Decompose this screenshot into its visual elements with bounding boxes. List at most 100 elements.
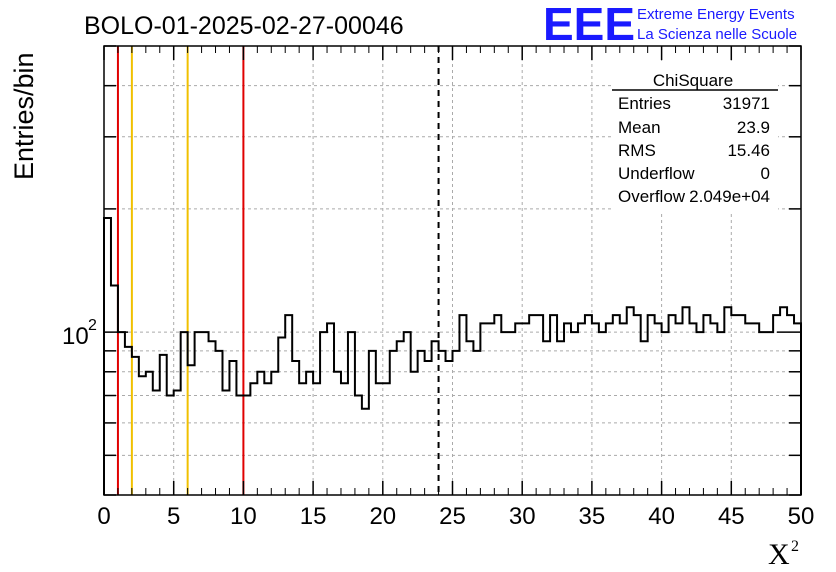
histogram-bin [411, 372, 418, 495]
x-tick-label: 35 [579, 503, 606, 530]
histogram-bin [557, 341, 564, 495]
histogram-bin [745, 323, 752, 495]
histogram-bin [167, 396, 174, 495]
histogram-bin [669, 315, 676, 495]
chart-title: BOLO-01-2025-02-27-00046 [84, 12, 404, 40]
histogram-bin [118, 332, 125, 495]
histogram-bin [446, 361, 453, 495]
stats-box: ChiSquare Entries 31971 Mean 23.9 RMS 15… [612, 64, 778, 214]
histogram-bin [662, 332, 669, 495]
histogram-bin [703, 315, 710, 495]
histogram-bin [759, 332, 766, 495]
histogram-bin [222, 391, 229, 495]
x-tick-label: 5 [167, 503, 180, 530]
histogram-bin [285, 315, 292, 495]
y-tick-base: 10 [62, 323, 89, 350]
logo-text: EEE [543, 0, 635, 50]
histogram-bin [174, 391, 181, 495]
histogram-bin [432, 341, 439, 495]
histogram-bin [480, 323, 487, 495]
histogram-bin [355, 396, 362, 495]
histogram-bin [752, 323, 759, 495]
histogram-bin [620, 323, 627, 495]
histogram-bin [139, 376, 146, 495]
histogram-bin [181, 332, 188, 495]
histogram-bin [780, 307, 787, 495]
stats-value-overflow: 2.049e+04 [689, 187, 770, 206]
histogram-bin [209, 341, 216, 495]
x-tick-label: 15 [300, 503, 327, 530]
stats-label-overflow: Overflow [618, 187, 686, 206]
histogram-bin [153, 391, 160, 495]
histogram-bin [627, 307, 634, 495]
histogram-bin [132, 357, 139, 495]
histogram-bin [271, 372, 278, 495]
x-tick-label: 30 [509, 503, 536, 530]
histogram-bin [585, 315, 592, 495]
histogram-bin [320, 332, 327, 495]
histogram-outline [103, 217, 802, 495]
histogram-bin [522, 323, 529, 495]
histogram-bin [766, 332, 773, 495]
histogram-bin [543, 341, 550, 495]
histogram-bin [250, 383, 257, 495]
x-tick-labels: 0 5 10 15 20 25 30 35 40 45 50 [97, 503, 814, 530]
x-axis-label: X 2 [768, 538, 799, 571]
stats-label-underflow: Underflow [618, 164, 695, 183]
histogram-bin [787, 315, 794, 495]
eee-logo: EEE Extreme Energy Events La Scienza nel… [543, 0, 797, 50]
histogram-bin [146, 372, 153, 495]
histogram-bin [501, 332, 508, 495]
x-tick-label: 10 [230, 503, 257, 530]
histogram-bin [229, 361, 236, 495]
y-tick-exp: 2 [88, 317, 97, 334]
histogram-bin [529, 315, 536, 495]
x-tick-label: 45 [718, 503, 745, 530]
histogram-bin [292, 361, 299, 495]
histogram-bin [592, 323, 599, 495]
histogram-bin [160, 355, 167, 495]
histogram-bin [236, 396, 243, 495]
histogram-bin [634, 315, 641, 495]
x-tick-label: 20 [369, 503, 396, 530]
histogram-bin [696, 332, 703, 495]
x-axis-label-base: X [768, 538, 790, 571]
histogram-bin [306, 372, 313, 495]
histogram-bin [536, 315, 543, 495]
histogram-bin [613, 315, 620, 495]
histogram-bin [362, 409, 369, 495]
histogram-bin [571, 332, 578, 495]
histogram-bin [264, 383, 271, 495]
histogram-bin [676, 323, 683, 495]
stats-value-entries: 31971 [723, 94, 770, 113]
histogram-bin [578, 323, 585, 495]
histogram-bin [794, 323, 801, 495]
stats-value-underflow: 0 [761, 164, 770, 183]
stats-label-entries: Entries [618, 94, 671, 113]
histogram-bin [508, 332, 515, 495]
histogram-bin [515, 323, 522, 495]
logo-line1: Extreme Energy Events [637, 6, 795, 23]
threshold-lines [116, 46, 440, 495]
stats-value-rms: 15.46 [727, 141, 770, 160]
histogram-bin [710, 323, 717, 495]
histogram-bin [257, 372, 264, 495]
x-axis-label-exp: 2 [791, 538, 799, 555]
histogram-bin [738, 315, 745, 495]
histogram-bars [103, 217, 802, 495]
histogram-bin [104, 218, 111, 495]
logo-line2: La Scienza nelle Scuole [637, 26, 797, 43]
histogram-bin [195, 332, 202, 495]
histogram-bin [299, 383, 306, 495]
histogram-bin [341, 383, 348, 495]
histogram-bin [599, 332, 606, 495]
histogram-bin [717, 332, 724, 495]
histogram-bin [334, 372, 341, 495]
histogram-bin [641, 341, 648, 495]
histogram-bin [327, 323, 334, 495]
histogram-bin [125, 347, 132, 495]
histogram-bin [111, 285, 118, 495]
histogram-bin [724, 307, 731, 495]
histogram-bin [188, 365, 195, 495]
